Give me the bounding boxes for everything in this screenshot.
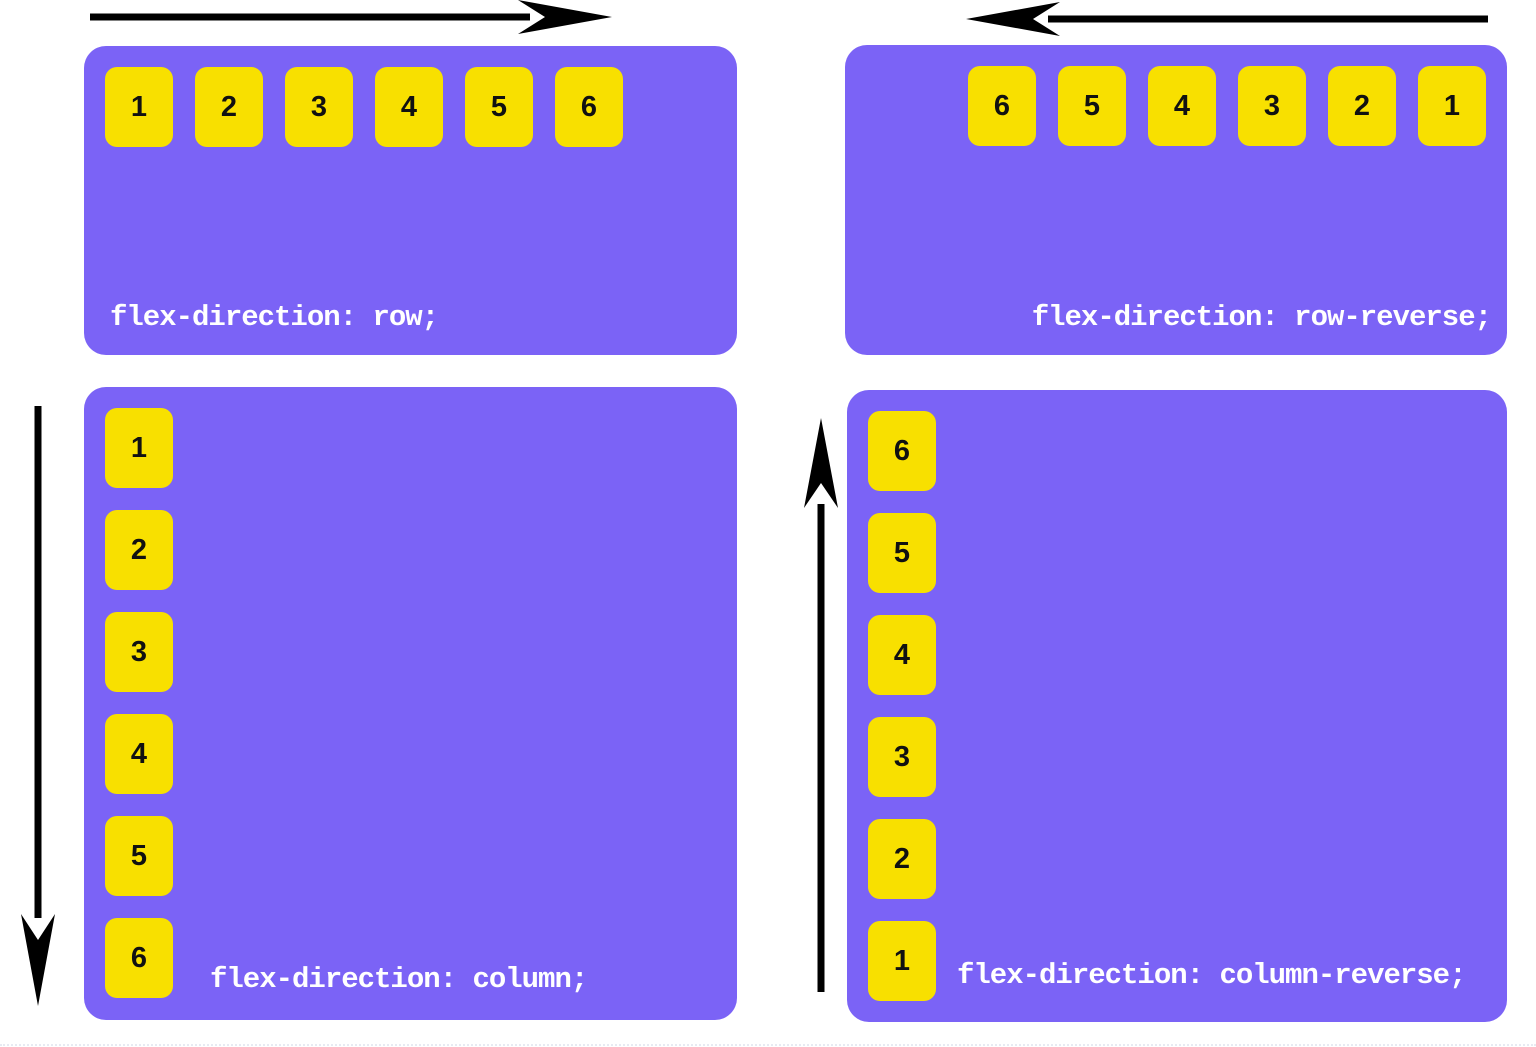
flex-item-1: 1 <box>1418 66 1486 146</box>
flex-item-5: 5 <box>1058 66 1126 146</box>
left-arrow-icon <box>966 2 1488 36</box>
flex-item-4: 4 <box>105 714 173 794</box>
flex-item-1: 1 <box>868 921 936 1001</box>
page-bottom-rule <box>0 1044 1536 1046</box>
flex-item-6: 6 <box>105 918 173 998</box>
right-arrow-icon <box>90 0 612 34</box>
flex-item-4: 4 <box>375 67 443 147</box>
flex-item-1: 1 <box>105 408 173 488</box>
flex-item-5: 5 <box>105 816 173 896</box>
flex-item-4: 4 <box>1148 66 1216 146</box>
flex-direction-column-reverse-label: flex-direction: column-reverse; <box>957 959 1466 992</box>
up-arrow-icon <box>803 418 839 992</box>
panel-flex-direction-row: 1 2 3 4 5 6 flex-direction: row; <box>84 46 737 355</box>
flex-item-3: 3 <box>868 717 936 797</box>
panel-flex-direction-row-reverse: 1 2 3 4 5 6 flex-direction: row-reverse; <box>845 45 1507 355</box>
flex-item-2: 2 <box>195 67 263 147</box>
flex-item-3: 3 <box>1238 66 1306 146</box>
flex-direction-row-reverse-label: flex-direction: row-reverse; <box>1031 301 1492 334</box>
flex-item-2: 2 <box>1328 66 1396 146</box>
flex-item-6: 6 <box>968 66 1036 146</box>
flex-item-2: 2 <box>105 510 173 590</box>
flex-item-3: 3 <box>105 612 173 692</box>
flex-item-5: 5 <box>465 67 533 147</box>
flex-item-5: 5 <box>868 513 936 593</box>
flex-item-1: 1 <box>105 67 173 147</box>
flex-item-3: 3 <box>285 67 353 147</box>
flex-item-2: 2 <box>868 819 936 899</box>
panel-flex-direction-column-reverse: 1 2 3 4 5 6 flex-direction: column-rever… <box>847 390 1507 1022</box>
flex-direction-column-label: flex-direction: column; <box>210 963 588 996</box>
flex-direction-row-label: flex-direction: row; <box>110 301 439 334</box>
panel-flex-direction-column: 1 2 3 4 5 6 flex-direction: column; <box>84 387 737 1020</box>
flex-item-6: 6 <box>868 411 936 491</box>
down-arrow-icon <box>20 406 56 1006</box>
flex-item-6: 6 <box>555 67 623 147</box>
flex-item-4: 4 <box>868 615 936 695</box>
